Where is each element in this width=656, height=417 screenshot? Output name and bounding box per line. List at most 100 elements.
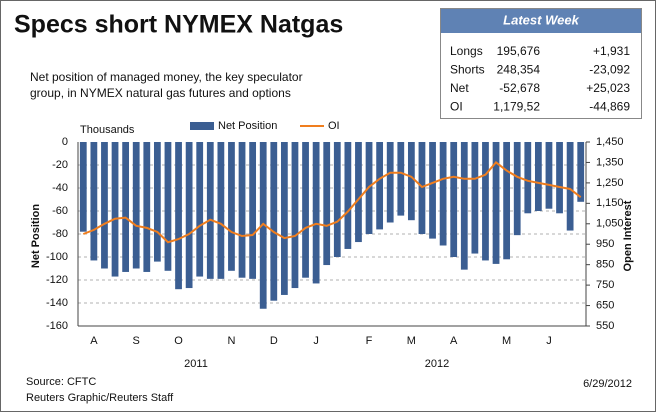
bar [513,142,521,236]
y2-tick-label: 1,150 [596,197,624,209]
x-tick-label: M [407,335,416,347]
table-header [441,9,641,33]
bar [217,142,225,279]
bar [164,142,172,271]
y-tick-label: -40 [52,182,68,194]
bar [556,142,563,214]
table-cell: Net [450,81,469,95]
table-cell: OI [450,100,463,114]
units-label: Thousands [80,124,135,136]
bar [101,142,108,269]
date: 6/29/2012 [583,378,632,390]
credit: Reuters Graphic/Reuters Staff [26,392,174,404]
subtitle: Net position of managed money, the key s… [30,70,303,84]
y2-tick-label: 650 [596,299,614,311]
bar [376,142,384,230]
bar [228,142,235,271]
bar [238,142,246,278]
bar [206,142,214,279]
bar [344,142,352,249]
bar [79,142,87,232]
table-cell: 1,179,52 [493,100,540,114]
x-tick-label: F [366,335,373,347]
bar [175,142,182,290]
table-cell: -23,092 [589,63,630,77]
line [82,161,582,244]
bar [111,142,119,277]
bar [503,142,511,260]
bar [355,142,362,243]
bar [153,142,161,262]
bar [196,142,204,277]
chart-title: Specs short NYMEX Natgas [14,11,343,39]
bar [90,142,98,261]
table-cell: -52,678 [499,81,540,95]
bar [524,142,532,214]
x-tick-label: A [450,335,458,347]
y2-tick-label: 1,450 [596,136,624,148]
y2-tick-label: 750 [596,279,614,291]
table-cell: Longs [450,44,483,58]
table-cell: 195,676 [497,44,541,58]
table-cell: 248,354 [497,63,541,77]
y-tick-label: -120 [46,274,68,286]
bar [270,142,278,301]
bar [132,142,140,269]
y2-tick-label: 1,250 [596,177,624,189]
bar [259,142,267,309]
table-title: Latest Week [503,12,579,27]
year-label: 2012 [425,358,449,370]
bar [407,142,415,221]
source: Source: CFTC [26,376,96,388]
x-tick-label: O [174,335,183,347]
x-tick-label: J [313,335,319,347]
legend-label: Net Position [218,120,277,132]
bar [397,142,405,216]
y-tick-label: -20 [52,159,68,171]
y-tick-label: -100 [46,251,68,263]
bar [577,142,585,202]
bar [249,142,257,279]
bar [534,142,542,211]
table: Latest Week [440,8,642,119]
y2-tick-label: 550 [596,320,614,332]
x-tick-label: J [546,335,552,347]
y2-tick-label: 1,350 [596,156,624,168]
y2-tick-label: 850 [596,259,614,271]
y-tick-label: 0 [62,136,68,148]
bar [386,142,394,223]
table-cell: +25,023 [586,81,630,95]
bar [280,142,288,295]
legend-swatch [190,122,214,130]
y-tick-label: -160 [46,320,68,332]
y2-tick-label: 1,050 [596,218,624,230]
legend-label: OI [328,120,340,132]
bar [185,142,193,289]
bar [333,142,341,257]
y-axis-title: Net Position [30,204,42,268]
bar [122,142,130,272]
subtitle: group, in NYMEX natural gas futures and … [30,86,291,100]
bar [471,142,479,254]
bar [545,142,553,209]
x-tick-label: A [90,335,98,347]
bar [323,142,331,266]
bar [492,142,500,264]
y-tick-label: -60 [52,205,68,217]
y2-axis-title: Open Interest [622,200,634,271]
x-tick-label: M [502,335,511,347]
x-tick-label: N [227,335,235,347]
y-tick-label: -140 [46,297,68,309]
y2-tick-label: 950 [596,238,614,250]
table-cell: Shorts [450,63,485,77]
table-cell: -44,869 [589,100,630,114]
bar [450,142,458,257]
year-label: 2011 [184,358,208,370]
bar [429,142,436,239]
bar [302,142,309,278]
table-cell: +1,931 [593,44,630,58]
bar [312,142,320,284]
bar [566,142,574,231]
y-tick-label: -80 [52,228,68,240]
bar [291,142,299,289]
